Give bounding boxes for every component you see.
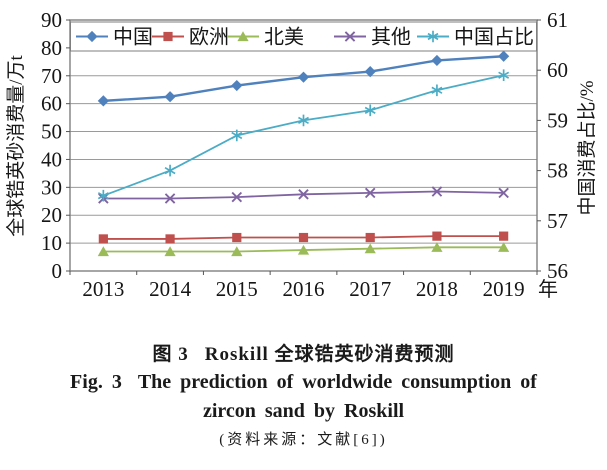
caption-en-label: Fig. 3 [70, 371, 122, 393]
caption-en-line2: zircon sand by Roskill [202, 400, 405, 422]
asterisk-marker [97, 189, 109, 202]
series-europe [98, 231, 509, 244]
left-axis-tick-label: 10 [41, 231, 62, 255]
caption-en-line1: Fig. 3 The prediction of worldwide consum… [0, 368, 607, 397]
x-marker [344, 31, 356, 42]
axis-ticks [66, 19, 541, 275]
asterisk-marker [364, 104, 376, 117]
square-marker [298, 232, 309, 243]
triangle-marker [364, 243, 376, 254]
left-axis-tick-label: 40 [41, 147, 62, 171]
right-axis-tick-label: 56 [547, 259, 568, 283]
right-axis-tick-label: 57 [547, 209, 568, 233]
left-axis-tick-label: 0 [52, 259, 63, 283]
x-axis-tick-label: 2013 [82, 277, 124, 301]
x-axis-unit-label: 年 [538, 278, 558, 301]
asterisk-marker [498, 69, 510, 82]
asterisk-marker [431, 84, 443, 97]
legend: 中国 欧洲 北美 其他 中国占比 [70, 21, 537, 52]
right-axis-tick-label: 61 [547, 8, 568, 32]
asterisk-marker [427, 30, 439, 43]
series-other [98, 186, 509, 204]
x-marker [231, 191, 243, 203]
triangle-marker [431, 242, 443, 252]
x-marker [164, 193, 176, 204]
triangle-marker [97, 246, 109, 257]
asterisk-marker [164, 164, 176, 177]
right-axis-tick-label: 60 [547, 58, 568, 82]
square-marker [432, 231, 442, 241]
right-axis-tick-label: 59 [547, 108, 568, 132]
diamond-marker [297, 71, 310, 83]
caption-cn-label: 图 3 [152, 344, 189, 365]
legend-label: 欧洲 [189, 26, 229, 49]
caption-cn: 图 3 Roskill 全球锆英砂消费预测 [0, 342, 607, 368]
legend-label: 北美 [264, 26, 304, 49]
left-axis-tick-label: 60 [41, 92, 62, 116]
square-marker [232, 232, 242, 243]
triangle-marker [231, 246, 243, 257]
legend-item-other: 其他 [334, 26, 411, 49]
caption-cn-text: Roskill 全球锆英砂消费预测 [204, 344, 455, 365]
asterisk-marker [231, 129, 243, 142]
caption-en-text1: The prediction of worldwide consumption … [137, 371, 537, 393]
figure-caption: 图 3 Roskill 全球锆英砂消费预测 Fig. 3 The predictio… [0, 342, 607, 452]
asterisk-marker [298, 114, 309, 127]
legend-item-north-america: 北美 [227, 26, 304, 49]
plot-border [69, 19, 538, 272]
triangle-marker [498, 242, 510, 252]
legend-label: 中国 [113, 26, 153, 49]
diamond-marker [498, 50, 510, 62]
square-marker [365, 232, 375, 243]
series-china-share [97, 69, 510, 202]
x-axis-tick-label: 2019 [483, 277, 525, 301]
x-marker [298, 189, 309, 200]
gridlines [70, 47, 537, 244]
triangle-marker [237, 31, 249, 42]
left-axis-tick-label: 30 [41, 175, 62, 199]
x-marker [364, 187, 376, 199]
left-axis-tick-label: 80 [41, 36, 62, 60]
caption-source: (资料来源：文献[6]) [219, 432, 388, 448]
axis-tick-labels: 0 10 20 30 40 50 60 70 80 90 56 57 58 59 60 61 2013 2014 2… [41, 8, 568, 301]
right-axis-title: 中国消费占比/% [576, 80, 598, 215]
legend-label: 中国占比 [454, 26, 534, 49]
x-axis-tick-label: 2016 [283, 277, 325, 301]
square-marker [499, 231, 509, 241]
diamond-marker [97, 95, 109, 107]
legend-item-europe: 欧洲 [152, 26, 229, 49]
right-axis-tick-label: 58 [547, 159, 568, 183]
x-axis-tick-label: 2014 [149, 277, 192, 301]
series-line [103, 74, 504, 197]
figure-3: 0 10 20 30 40 50 60 70 80 90 56 57 58 59 60 61 2013 2014 2… [0, 8, 607, 452]
diamond-marker [231, 79, 243, 92]
zircon-consumption-chart: 0 10 20 30 40 50 60 70 80 90 56 57 58 59 60 61 2013 2014 2… [5, 8, 598, 301]
series-china [97, 50, 510, 107]
triangle-marker [164, 246, 176, 257]
x-axis-tick-label: 2017 [349, 277, 391, 301]
square-marker [163, 31, 173, 42]
diamond-marker [364, 65, 376, 78]
square-marker [98, 234, 108, 244]
x-axis-tick-label: 2018 [416, 277, 458, 301]
x-marker [431, 186, 443, 197]
left-axis-title: 全球锆英砂消费量/万t [5, 55, 27, 237]
diamond-marker [86, 30, 98, 43]
left-axis-tick-label: 70 [41, 64, 62, 88]
triangle-marker [297, 244, 310, 255]
legend-item-china: 中国 [76, 26, 153, 49]
left-axis-tick-label: 20 [41, 203, 62, 227]
square-marker [165, 234, 175, 244]
legend-item-china-share: 中国占比 [417, 26, 534, 49]
x-marker [498, 187, 509, 199]
left-axis-tick-label: 50 [41, 120, 62, 144]
series-north-america [97, 242, 510, 257]
diamond-marker [431, 54, 443, 67]
legend-box [70, 21, 537, 52]
x-axis-tick-label: 2015 [216, 277, 258, 301]
left-axis-tick-label: 90 [41, 8, 62, 32]
diamond-marker [164, 91, 176, 103]
legend-label: 其他 [371, 26, 411, 49]
